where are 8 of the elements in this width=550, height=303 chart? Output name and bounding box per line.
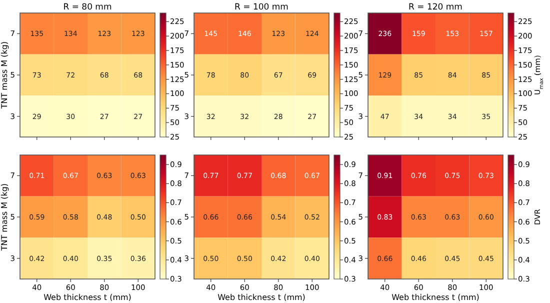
x-axis-title: Web thickness t (mm) xyxy=(218,293,306,302)
chart-title: R = 100 mm xyxy=(234,2,288,12)
x-axis-title: Web thickness t (mm) xyxy=(392,293,480,302)
y-axis-title: TNT mass M (kg) xyxy=(0,41,9,110)
y-axis-title: TNT mass M (kg) xyxy=(0,183,9,252)
chart-title: R = 120 mm xyxy=(408,2,462,12)
chart-title: R = 80 mm xyxy=(63,2,112,12)
x-axis-title: Web thickness t (mm) xyxy=(44,293,132,302)
